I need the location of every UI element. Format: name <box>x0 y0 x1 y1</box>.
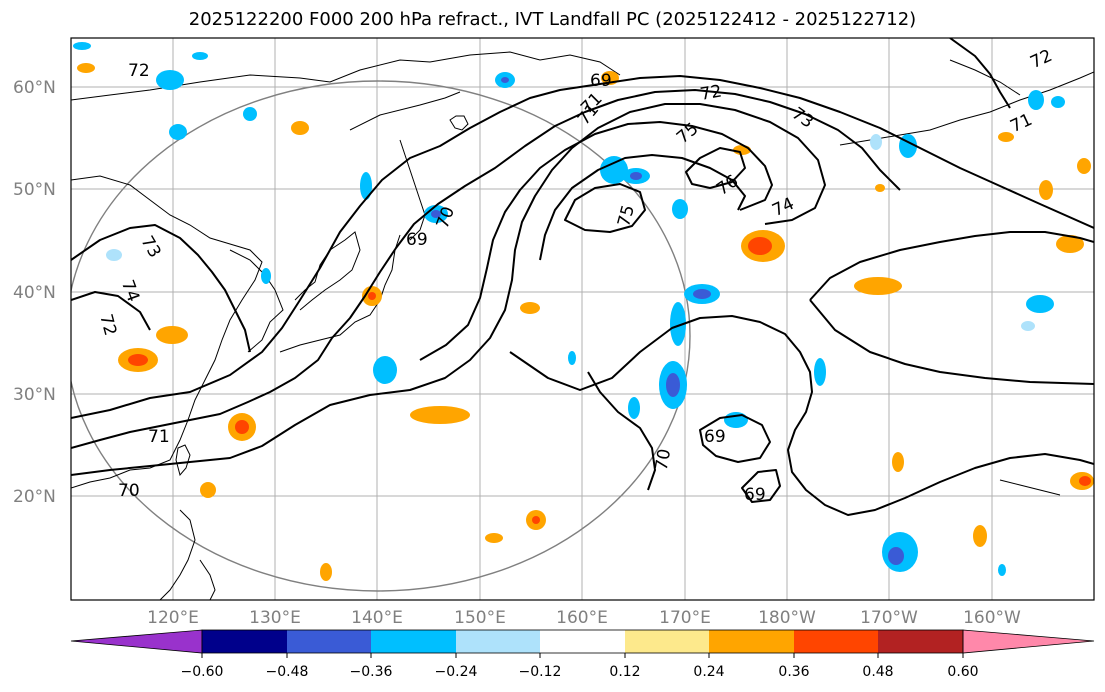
lat-label: 50°N <box>13 180 56 200</box>
radius-circle <box>71 80 691 592</box>
lon-label: 140°E <box>351 608 403 628</box>
colorbar-segment <box>625 630 709 653</box>
colorbar-tick-label: −0.24 <box>435 664 478 680</box>
lat-label: 40°N <box>13 283 56 303</box>
colorbar-segment <box>962 629 1095 654</box>
lat-label: 60°N <box>13 78 56 98</box>
contours <box>71 38 1094 516</box>
colorbar-tick-label: −0.36 <box>350 664 393 680</box>
colorbar-segment <box>878 630 963 653</box>
contour-label: 71 <box>148 427 170 447</box>
colorbar-tick-label: −0.60 <box>181 664 224 680</box>
colorbar-segment <box>70 629 203 654</box>
colorbar-tick-label: 0.48 <box>862 664 893 680</box>
coastlines <box>71 51 1094 600</box>
map-title: 2025122200 F000 200 hPa refract., IVT La… <box>188 9 917 30</box>
lon-label: 160°E <box>556 608 608 628</box>
longitude-labels: 120°E 130°E 140°E 150°E 160°E 170°E 180°… <box>147 608 1021 628</box>
contour-label: 69 <box>704 427 726 447</box>
lon-label: 120°E <box>147 608 199 628</box>
lon-label: 160°W <box>963 608 1021 628</box>
colorbar-tick-label: −0.48 <box>266 664 309 680</box>
colorbar-segment <box>202 630 287 653</box>
contour-label: 69 <box>590 71 612 91</box>
colorbar-tick-label: 0.24 <box>693 664 724 680</box>
lat-label: 30°N <box>13 385 56 405</box>
lon-label: 180°W <box>758 608 816 628</box>
colorbar-segment <box>371 630 456 653</box>
colorbar-tick-label: 0.12 <box>609 664 640 680</box>
colorbar-segment <box>794 630 878 653</box>
lon-label: 170°E <box>659 608 711 628</box>
contour-label: 70 <box>118 481 140 501</box>
colorbar-tick-label: −0.12 <box>519 664 562 680</box>
lon-label: 130°E <box>249 608 301 628</box>
contour-label: 69 <box>744 485 766 505</box>
colorbar-segment <box>287 630 371 653</box>
colorbar: −0.60 −0.48 −0.36 −0.24 −0.12 0.12 0.24 … <box>70 629 1095 680</box>
contour-label: 72 <box>699 81 724 104</box>
colorbar-segment <box>709 630 794 653</box>
colorbar-tick-label: 0.60 <box>947 664 978 680</box>
colorbar-tick-label: 0.36 <box>778 664 809 680</box>
contour-label: 70 <box>652 447 675 472</box>
contour-label: 69 <box>406 230 428 250</box>
colorbar-segment <box>540 630 625 653</box>
latitude-labels: 60°N 50°N 40°N 30°N 20°N <box>13 78 56 507</box>
map-frame <box>70 37 1095 601</box>
shading <box>73 42 1094 581</box>
lat-label: 20°N <box>13 487 56 507</box>
lon-label: 150°E <box>454 608 506 628</box>
contour-label: 72 <box>128 61 150 81</box>
lon-label: 170°W <box>860 608 918 628</box>
colorbar-segment <box>456 630 540 653</box>
